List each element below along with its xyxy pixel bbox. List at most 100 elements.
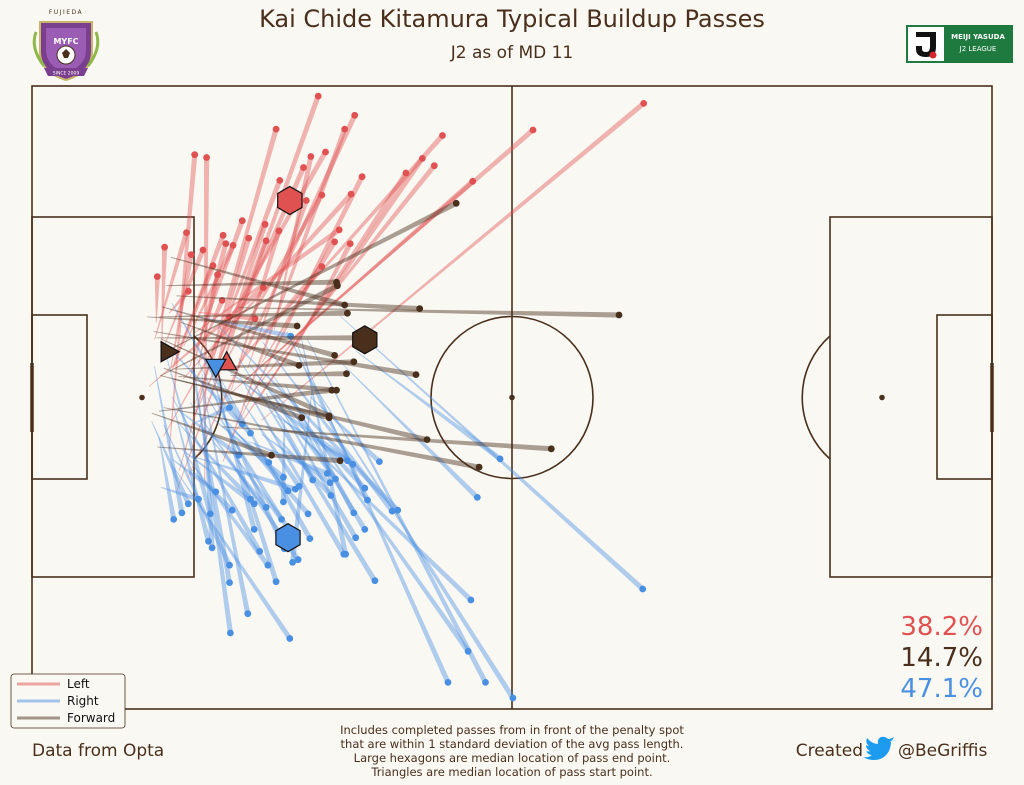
twitter-bird-icon (863, 736, 896, 760)
left-pass-line (194, 179, 283, 405)
left-pass-end-point (314, 92, 322, 100)
right-pass-line (207, 360, 279, 583)
footnote-line-3: Large hexagons are median location of pa… (354, 751, 671, 765)
forward-pass-line (173, 378, 428, 443)
legend: Left Right Forward (10, 673, 126, 729)
forward-pass-line (180, 322, 300, 368)
right-pass-line (265, 392, 315, 482)
left-pass-line (148, 285, 265, 387)
right-pass-end-point (228, 506, 236, 514)
right-penalty-spot (879, 394, 885, 401)
centre-circle (430, 315, 594, 480)
data-source: Data from Opta (32, 741, 164, 761)
right-pass-end-point (496, 455, 504, 463)
forward-pass-end-point (298, 414, 306, 422)
right-pass-line (273, 396, 358, 539)
forward-pass-line (160, 338, 331, 419)
left-pass-end-point (214, 271, 222, 279)
right-pass-end-point (206, 510, 214, 518)
right-pass-line (272, 374, 471, 653)
left-pass-end-point (346, 240, 354, 248)
forward-pass-line (176, 295, 420, 312)
right-pass-line (171, 396, 262, 553)
left-pass-end-point (209, 262, 217, 269)
right-pass-line (181, 449, 256, 506)
forward-median-end-hexagon (352, 325, 378, 355)
right-pass-end-point (394, 506, 402, 514)
credit-prefix: Created (796, 741, 863, 761)
right-pass-line (202, 388, 251, 615)
right-pass-end-point (195, 495, 202, 503)
right-pass-end-point (178, 509, 186, 517)
right-pass-line (158, 437, 177, 520)
right-pass-end-point (371, 577, 379, 585)
right-pass-end-point (344, 457, 351, 465)
left-pass-end-point (529, 126, 537, 134)
left-pass-end-point (439, 132, 446, 139)
median-markers (160, 185, 378, 553)
left-pass-line (245, 128, 535, 380)
forward-pass-end-point (475, 463, 483, 471)
left-pass-line (154, 231, 189, 340)
right-pass-end-point (327, 492, 335, 499)
right-pass-line (218, 375, 313, 540)
left-pass-end-point (183, 229, 190, 237)
forward-pass-end-point (293, 322, 301, 330)
left-pass-line (222, 128, 348, 462)
right-pass-end-point (342, 550, 349, 558)
pitch (30, 85, 994, 710)
right-pass-end-point (280, 473, 287, 481)
right-pass-end-point (226, 404, 233, 411)
forward-pass-end-point (452, 199, 460, 207)
right-pass-line (154, 366, 185, 514)
right-pass-line (228, 447, 284, 521)
right-pass-end-point (326, 479, 334, 487)
left-pass-line (193, 227, 341, 334)
left-pass-end-point (275, 227, 283, 235)
left-pass-line (204, 157, 210, 485)
forward-pass-end-point (336, 457, 344, 465)
forward-pass-end-point (344, 309, 351, 317)
right-pass-end-point (361, 484, 369, 492)
left-pass-end-point (402, 169, 410, 177)
left-pass-line (171, 264, 216, 372)
forward-pass-end-point (343, 370, 350, 378)
left-pass-end-point (341, 125, 349, 133)
left-pass-line (216, 316, 232, 368)
forward-pass-line (151, 412, 273, 458)
left-pass-end-point (251, 315, 259, 323)
right-pass-line (248, 441, 329, 476)
forward-pass-line (161, 306, 336, 358)
right-pass-line (229, 426, 271, 465)
left-pass-line (246, 164, 437, 400)
left-pass-line (161, 247, 168, 343)
left-pass-line (164, 249, 206, 346)
left-pass-end-point (203, 154, 211, 161)
left-pass-end-point (322, 148, 329, 156)
right-pass-end-point (482, 679, 489, 686)
pass-layer (147, 92, 648, 702)
left-pass-end-point (226, 313, 233, 321)
right-pass-line (151, 421, 191, 505)
footnote: Includes completed passes from in front … (340, 723, 684, 779)
right-pass-end-point (323, 470, 331, 477)
right-pass-line (173, 466, 292, 640)
left-pass-end-point (347, 190, 355, 198)
forward-median-start-triangle (160, 340, 181, 363)
left-pass-end-point (261, 220, 269, 228)
left-pass-line (187, 114, 358, 479)
left-pass-line (178, 128, 279, 471)
svg-text:MEIJI YASUDA: MEIJI YASUDA (951, 33, 1005, 41)
right-pass-end-point (444, 679, 452, 686)
right-pass-end-point (639, 585, 647, 593)
left-pass-end-point (259, 284, 267, 291)
right-pass-line (197, 358, 287, 550)
right-pass-end-point (247, 495, 254, 503)
footnote-line-2: that are within 1 standard deviation of … (341, 737, 684, 751)
left-pass-end-point (161, 243, 169, 251)
right-pass-line (160, 486, 200, 502)
svg-text:MYFC: MYFC (53, 37, 78, 46)
forward-pass-line (159, 387, 333, 412)
right-pass-line (173, 406, 211, 542)
forward-pass-line (159, 375, 330, 421)
